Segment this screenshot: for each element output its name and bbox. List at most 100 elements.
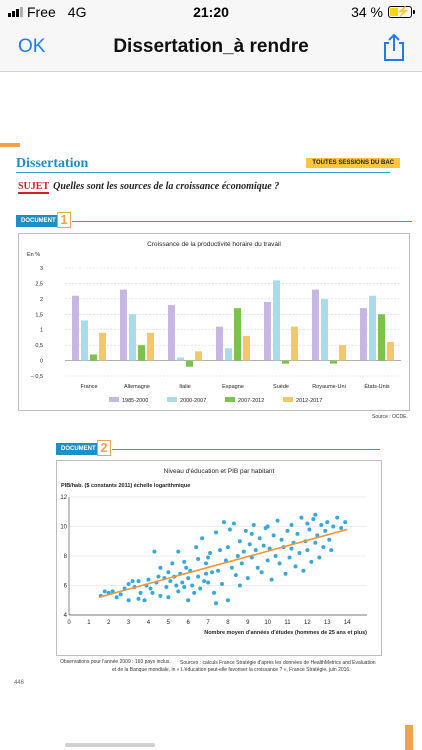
- bar: [282, 360, 289, 364]
- scatter-point: [136, 579, 141, 584]
- bar-category-label: Italie: [179, 384, 191, 390]
- scatter-point: [305, 548, 310, 553]
- bar-ytick-label: 0: [40, 359, 43, 365]
- share-icon[interactable]: [380, 32, 408, 62]
- scatter-point: [210, 570, 215, 575]
- section-title: Dissertation: [16, 156, 89, 171]
- scatter-point: [164, 584, 169, 589]
- scatter-chart-box: Niveau d'éducation et PIB par habitant PI…: [56, 460, 382, 656]
- scatter-point: [148, 586, 153, 591]
- observation-note: Observations pour l'année 2009 : 160 pay…: [60, 659, 171, 665]
- document-2-rule: [112, 449, 380, 450]
- scatter-point: [176, 549, 181, 554]
- bar-chart-ylabel: En %: [27, 252, 40, 258]
- scatter-point: [214, 530, 219, 535]
- scatter-point: [247, 542, 252, 547]
- scatter-point: [214, 601, 219, 606]
- scatter-point: [146, 577, 151, 582]
- source-2-line-1: Sources : calculs France Stratégie d'apr…: [180, 660, 376, 666]
- scatter-point: [265, 524, 270, 529]
- scatter-point: [237, 539, 242, 544]
- scatter-point: [200, 536, 205, 541]
- scatter-point: [235, 554, 240, 558]
- bar: [168, 305, 175, 361]
- scatter-point: [287, 555, 292, 560]
- bar: [339, 345, 346, 361]
- scatter-point: [305, 521, 310, 526]
- scatter-point: [212, 590, 217, 595]
- legend-swatch: [167, 397, 177, 402]
- bar: [330, 360, 337, 364]
- scatter-point: [219, 582, 224, 587]
- scatter-point: [168, 579, 173, 584]
- scatter-point: [194, 545, 199, 550]
- scatter-xtick-label: 5: [167, 620, 171, 626]
- scatter-point: [327, 537, 332, 542]
- scatter-point: [289, 523, 294, 528]
- trend-line: [98, 528, 348, 599]
- ok-button[interactable]: OK: [18, 36, 46, 57]
- scatter-point: [297, 551, 302, 556]
- scatter-point: [301, 568, 306, 573]
- scatter-point: [257, 536, 262, 541]
- scatter-point: [285, 528, 290, 533]
- legend-label: 2000-2007: [180, 398, 206, 404]
- scatter-point: [186, 598, 191, 603]
- scatter-point: [319, 523, 324, 528]
- scatter-point: [166, 595, 171, 600]
- bar: [360, 308, 367, 361]
- bar: [186, 360, 193, 367]
- scatter-point: [343, 520, 348, 525]
- bar-ytick-label: 1: [40, 328, 43, 334]
- scatter-point: [102, 589, 107, 594]
- scatter-xtick-label: 11: [284, 620, 291, 626]
- scatter-point: [241, 549, 246, 554]
- scatter-point: [170, 561, 175, 566]
- scatter-point: [269, 577, 274, 582]
- scatter-point: [325, 520, 330, 525]
- scatter-point: [221, 520, 226, 525]
- bar: [387, 342, 394, 361]
- scroll-indicator[interactable]: [65, 743, 155, 747]
- scatter-point: [299, 515, 304, 520]
- scatter-xtick-label: 7: [206, 620, 210, 626]
- bar-ytick-label: 0,5: [35, 343, 43, 349]
- bar: [216, 326, 223, 361]
- scatter-point: [114, 595, 119, 600]
- bac-badge: TOUTES SESSIONS DU BAC: [306, 158, 400, 168]
- bar-ytick-label: 1,5: [35, 312, 43, 318]
- page-number: 446: [14, 680, 25, 686]
- scatter-xtick-label: 9: [246, 620, 250, 626]
- scatter-point: [202, 579, 207, 584]
- scatter-point: [231, 521, 236, 526]
- scatter-point: [182, 559, 187, 564]
- bar: [273, 280, 280, 361]
- scatter-xtick-label: 1: [87, 620, 91, 626]
- bar: [312, 289, 319, 361]
- scatter-point: [265, 558, 270, 563]
- scatter-point: [289, 546, 294, 551]
- battery-percent: 34 %: [351, 4, 383, 20]
- bar-category-label: France: [80, 384, 97, 390]
- scatter-xtick-label: 8: [226, 620, 230, 626]
- scatter-point: [237, 583, 242, 588]
- scatter-xtick-label: 14: [344, 620, 351, 626]
- sujet-question: Quelles sont les sources de la croissanc…: [53, 181, 280, 192]
- scatter-point: [277, 561, 282, 566]
- scatter-point: [239, 561, 244, 566]
- scatter-point: [118, 592, 123, 597]
- document-2-label: DOCUMENT: [56, 443, 101, 455]
- scatter-ylabel: PIB/hab. ($ constants 2011) échelle loga…: [61, 483, 190, 489]
- scatter-point: [174, 583, 179, 588]
- scatter-point: [217, 548, 222, 553]
- scatter-point: [243, 528, 248, 533]
- scatter-xtick-label: 4: [147, 620, 151, 626]
- scatter-point: [245, 576, 250, 581]
- scatter-point: [253, 548, 258, 553]
- bar-category-label: Allemagne: [124, 384, 150, 390]
- scatter-point: [331, 524, 336, 529]
- bar: [195, 351, 202, 361]
- scatter-point: [295, 531, 300, 536]
- scatter-point: [198, 586, 203, 591]
- scatter-ytick-label: 6: [64, 584, 68, 590]
